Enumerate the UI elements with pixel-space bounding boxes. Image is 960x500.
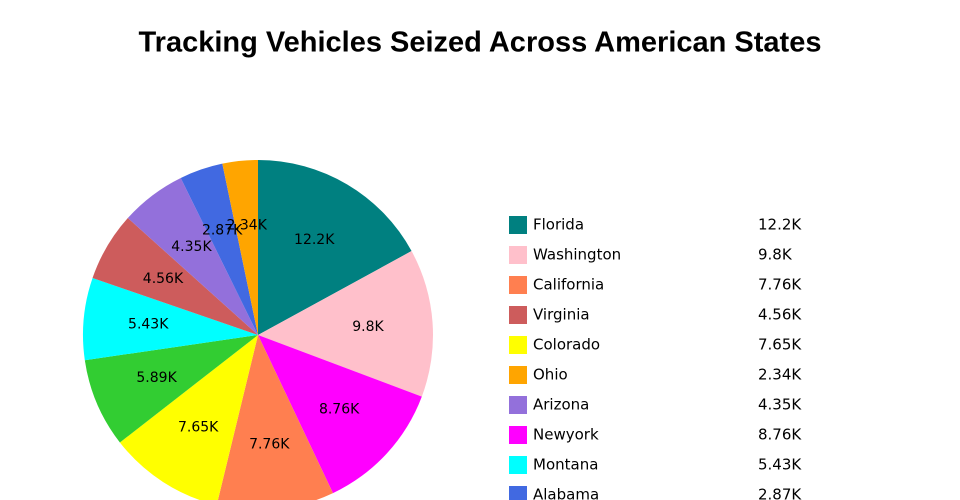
legend-swatch [509, 456, 527, 474]
pie-slice [217, 335, 333, 500]
legend-value: 7.76K [758, 276, 802, 294]
pie-slice [84, 335, 258, 443]
pie-slice [83, 277, 258, 361]
legend-value: 4.56K [758, 306, 802, 324]
legend-swatch [509, 216, 527, 234]
legend-swatch [509, 366, 527, 384]
pie-slice [258, 160, 412, 335]
slice-label: 7.76K [249, 437, 290, 453]
slice-label: 12.2K [294, 232, 335, 248]
legend-swatch [509, 246, 527, 264]
legend-label: Alabama [533, 486, 599, 500]
legend-value: 2.87K [758, 486, 802, 500]
legend-swatch [509, 276, 527, 294]
legend-value: 12.2K [758, 216, 802, 234]
slice-label: 4.56K [143, 271, 184, 287]
legend-swatch [509, 306, 527, 324]
slice-label: 8.76K [319, 402, 360, 418]
legend-label: California [533, 276, 604, 294]
slice-label: 2.34K [227, 217, 268, 233]
chart-title: Tracking Vehicles Seized Across American… [139, 27, 822, 59]
slice-label: 7.65K [178, 420, 219, 436]
legend-swatch [509, 486, 527, 500]
legend-label: Florida [533, 216, 584, 234]
legend-value: 7.65K [758, 336, 802, 354]
slice-label: 9.8K [352, 319, 384, 335]
pie-slice [92, 218, 258, 335]
legend-label: Colorado [533, 336, 600, 354]
slice-label: 5.89K [136, 370, 177, 386]
slice-label: 5.43K [128, 317, 169, 333]
legend-swatch [509, 426, 527, 444]
legend-value: 5.43K [758, 456, 802, 474]
legend-value: 2.34K [758, 366, 802, 384]
legend-label: Virginia [533, 306, 590, 324]
legend-value: 9.8K [758, 246, 793, 264]
legend-value: 8.76K [758, 426, 802, 444]
slice-label: 4.35K [171, 239, 212, 255]
pie-slice [119, 335, 258, 500]
legend-label: Washington [533, 246, 621, 264]
legend-swatch [509, 336, 527, 354]
pie-slice [222, 160, 258, 335]
legend-label: Arizona [533, 396, 589, 414]
legend-label: Newyork [533, 426, 599, 444]
pie-slice [180, 163, 258, 335]
pie-slice [127, 177, 258, 335]
pie-slice [258, 335, 422, 494]
legend-label: Montana [533, 456, 598, 474]
pie-slice [258, 251, 433, 397]
legend-value: 4.35K [758, 396, 802, 414]
slice-label: 2.87K [202, 223, 243, 239]
legend-label: Ohio [533, 366, 568, 384]
legend-swatch [509, 396, 527, 414]
